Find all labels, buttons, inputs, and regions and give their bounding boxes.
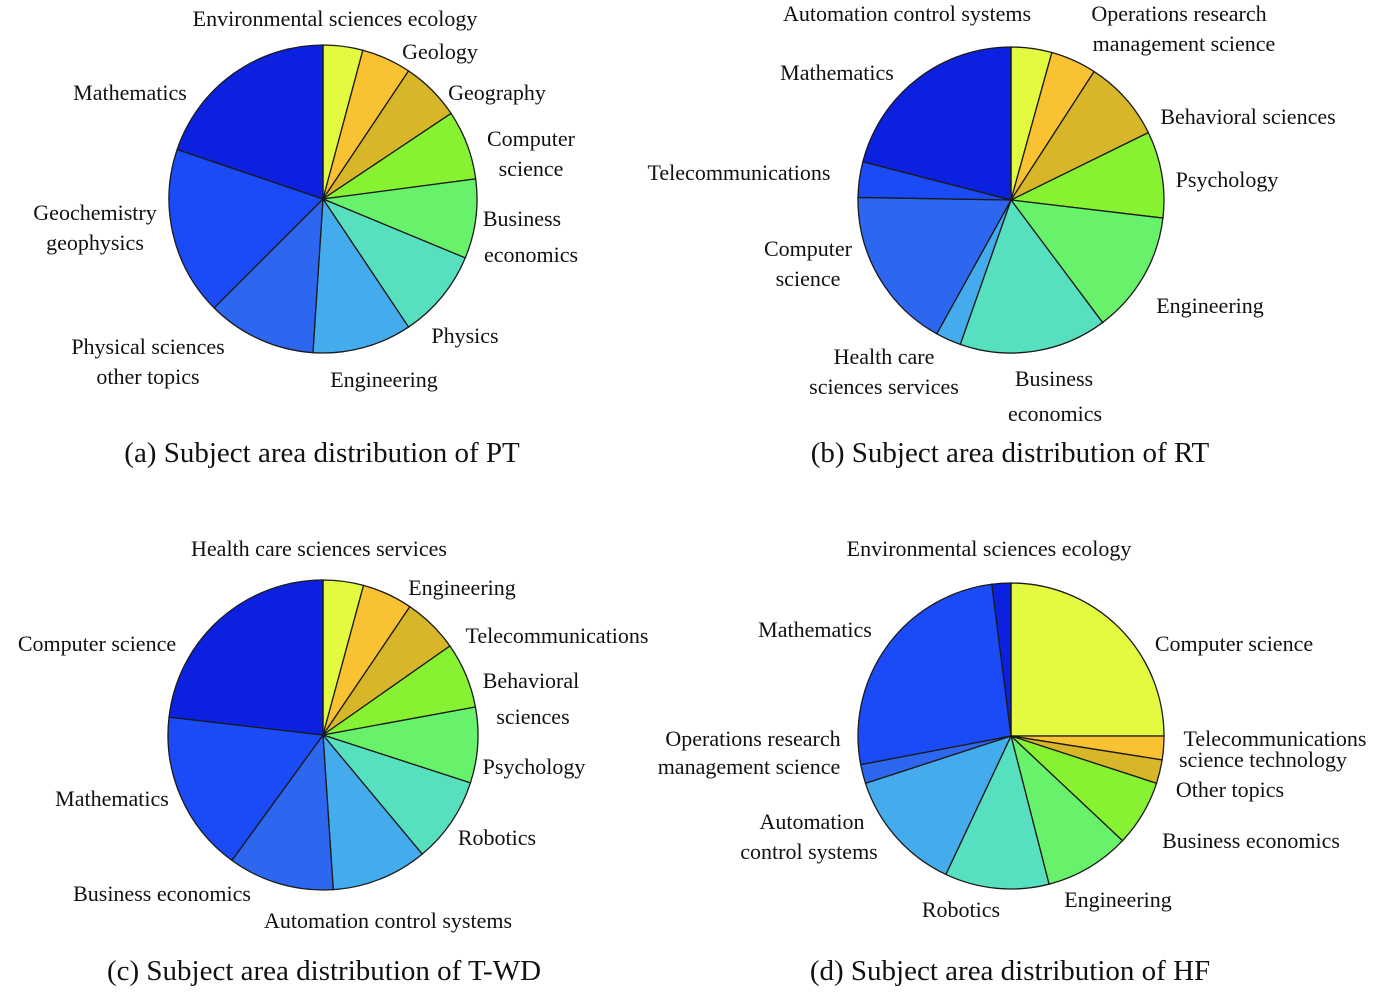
slice-label: Robotics [458,825,536,850]
slice-label: Engineering [408,575,516,600]
slice-label: Computer science [18,631,176,656]
slice-label: Geology [402,39,478,64]
chart-panel-hf: Computer science Telecommunications scie… [658,496,1386,992]
pie-slice [321,197,467,328]
pie-slice [862,46,1012,201]
slice-label: Automation control systems [264,908,512,933]
slice-label: Health care sciences services [191,536,447,561]
slice-label: Behavioral sciences [1160,104,1335,129]
pie-slice [857,196,1013,335]
slice-label: Telecommunications [648,160,831,185]
slice-label: Geochemistry geophysics [33,200,156,255]
slice-label: Engineering [330,367,438,392]
pie-slice [168,148,325,309]
slice-label: Telecommunications [1184,726,1367,751]
slice-label: Physical sciences other topics [71,334,224,389]
pie-slice [167,716,325,862]
slice-label: Automation control systems [783,1,1031,26]
pie-slice [322,733,424,891]
pie-slice [1009,733,1124,885]
pie-slice [1008,131,1165,219]
pie-slice [312,197,410,354]
pie-slice [1009,199,1164,324]
slice-label: Environmental sciences ecology [847,536,1132,561]
chart-title: (d) Subject area distribution of HF [810,955,1210,987]
slice-label: Psychology [483,754,586,779]
pie-slice [321,733,472,856]
pie-slice [864,734,1013,876]
slice-label: Mathematics [780,60,894,85]
slice-label: Business economics [73,881,251,906]
chart-title: (c) Subject area distribution of T-WD [107,955,541,987]
pie-chart-hf: Computer science Telecommunications scie… [658,536,1367,987]
slice-label: Business economics [1162,828,1340,853]
pie-slice [959,198,1104,354]
pie-chart-rt: Automation control systems Operations re… [648,1,1336,469]
slice-label: Behavioral sciences [483,668,580,729]
slice-label: Telecommunications [466,623,649,648]
chart-panel-rt: Automation control systems Operations re… [648,0,1386,496]
slice-label: Computer science [487,126,576,181]
slice-label: Environmental sciences ecology [193,6,478,31]
pie-slice [1009,70,1150,202]
slice-label: Operations research management science [1091,1,1275,56]
slice-label: Mathematics [758,617,872,642]
slice-label: Computer science [1155,631,1313,656]
slice-label: Mathematics [73,80,187,105]
pie-slice [213,197,324,354]
pie-slice [168,579,324,736]
chart-panel-pt: Environmental sciences ecology Geology G… [0,0,693,496]
slice-label: Geography [448,80,546,105]
slice-label: Operations research management science [658,726,841,779]
slice-label: Physics [431,323,498,348]
slice-label: Health care sciences services [809,344,959,399]
chart-title: (b) Subject area distribution of RT [811,437,1210,469]
pie-slice [944,734,1050,890]
pie-slice [230,733,334,891]
pie-slice [176,44,324,200]
pie-slice [1010,582,1165,737]
slice-label: Engineering [1064,887,1172,912]
slice-label: Computer science [764,236,853,291]
slice-label: Automation control systems [740,809,878,864]
slice-label: Engineering [1156,293,1264,318]
slice-label: Business economics [1008,366,1102,426]
pie-chart-pt: Environmental sciences ecology Geology G… [33,6,578,469]
pie-chart-twd: Health care sciences services Engineerin… [18,536,649,987]
slice-label: Robotics [922,897,1000,922]
chart-panel-twd: Health care sciences services Engineerin… [0,496,693,992]
slice-label: Psychology [1176,167,1279,192]
pie-slice [857,583,1012,766]
pie-slice [991,582,1012,737]
slice-label: Business economics [483,206,578,267]
slice-label: science technology Other topics [1176,747,1347,802]
chart-title: (a) Subject area distribution of PT [124,437,520,469]
slice-label: Mathematics [55,786,169,811]
